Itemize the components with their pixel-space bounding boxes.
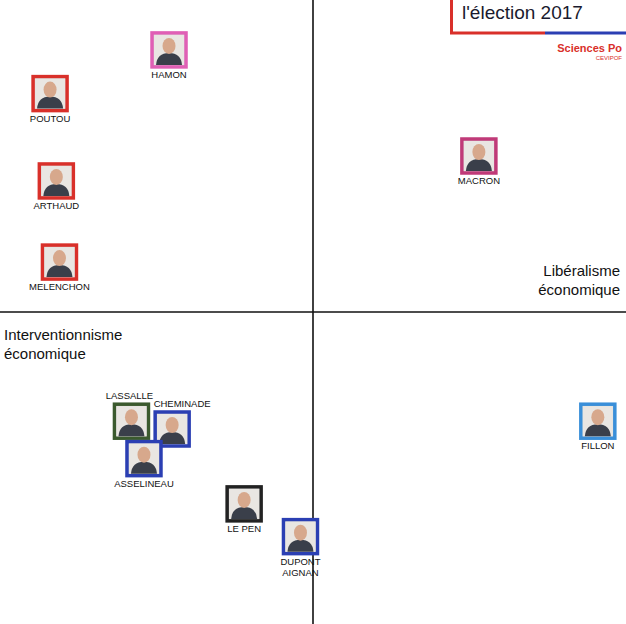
logo: Sciences Po [557, 42, 622, 54]
axes [0, 0, 626, 624]
candidate-label: FILLON [581, 440, 614, 451]
candidate-label: DUPONTAIGNAN [280, 556, 320, 578]
title-bg [450, 0, 626, 34]
candidate-label: MACRON [458, 175, 500, 186]
marker-frame [462, 139, 496, 173]
portrait-head [163, 38, 176, 54]
marker-frame [39, 164, 73, 198]
plot-area [33, 33, 615, 554]
candidate-marker [152, 33, 186, 67]
marker-frame [581, 404, 615, 438]
title-underline-blue [545, 32, 626, 35]
title-border [450, 0, 453, 34]
marker-frame [152, 33, 186, 67]
candidate-marker [283, 520, 317, 554]
portrait-bg [41, 166, 71, 196]
portrait-head [294, 525, 307, 541]
portrait-bg [154, 35, 184, 65]
portrait-bg [35, 79, 65, 109]
title-underline-red [450, 32, 545, 35]
chart: Interventionnismeéconomique Libéralismeéc… [0, 0, 626, 624]
logo-subtitle: CEVIPOF [596, 55, 623, 61]
portrait-head [125, 409, 138, 425]
portrait-bg [229, 489, 259, 519]
candidate-label: LE PEN [227, 523, 261, 534]
portrait-bg [583, 406, 613, 436]
portrait-head [53, 250, 66, 266]
axis-label-left: Interventionnismeéconomique [4, 326, 122, 362]
portrait-bg [129, 444, 159, 474]
portrait-body [287, 540, 313, 552]
portrait-head [44, 82, 57, 98]
candidate-marker [42, 245, 76, 279]
title-box: l'élection 2017 [450, 0, 626, 34]
portrait-body [131, 462, 157, 474]
candidate-label: ARTHAUD [33, 200, 79, 211]
candidate-marker [33, 77, 67, 111]
candidate-label: ASSELINEAU [114, 478, 174, 489]
candidate-marker [39, 164, 73, 198]
portrait-bg [116, 406, 146, 436]
candidate-marker [462, 139, 496, 173]
marker-frame [42, 245, 76, 279]
portrait-body [585, 424, 611, 436]
portrait-head [591, 409, 604, 425]
portrait-body [466, 159, 492, 171]
marker-frame [227, 487, 261, 521]
portrait-body [43, 184, 69, 196]
candidate-marker [114, 404, 148, 438]
portrait-bg [464, 141, 494, 171]
candidate-label: POUTOU [30, 113, 71, 124]
portrait-body [159, 432, 185, 444]
portrait-body [37, 97, 63, 109]
axis-label-right: Libéralismeéconomique [538, 262, 620, 298]
portrait-head [137, 447, 150, 463]
portrait-body [231, 507, 257, 519]
candidate-label: HAMON [151, 69, 187, 80]
portrait-body [156, 53, 182, 65]
candidate-label: MELENCHON [29, 281, 90, 292]
candidate-label: CHEMINADE [154, 398, 211, 409]
x-axis-line [0, 311, 626, 313]
portrait-head [166, 417, 179, 433]
marker-frame [114, 404, 148, 438]
title: l'élection 2017 [462, 2, 583, 23]
candidate-marker [127, 442, 161, 476]
portrait-head [50, 169, 63, 185]
marker-frame [127, 442, 161, 476]
portrait-bg [157, 414, 187, 444]
candidate-marker [227, 487, 261, 521]
portrait-bg [44, 247, 74, 277]
portrait-body [118, 424, 144, 436]
portrait-head [472, 144, 485, 160]
portrait-head [238, 492, 251, 508]
candidate-label: LASSALLE [106, 390, 154, 401]
portrait-body [46, 265, 72, 277]
candidate-marker [581, 404, 615, 438]
marker-frame [283, 520, 317, 554]
marker-frame [33, 77, 67, 111]
portrait-bg [285, 522, 315, 552]
labels: HAMON POUTOU ARTHAUD MELENCHON MACRON FILLON L… [29, 69, 614, 578]
